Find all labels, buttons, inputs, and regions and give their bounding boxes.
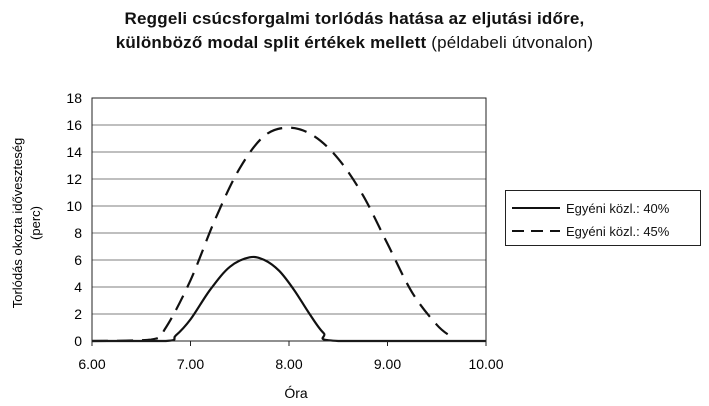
legend-label-40: Egyéni közl.: 40% — [566, 200, 670, 216]
legend-item-45: Egyéni közl.: 45% — [512, 221, 669, 241]
y-axis-label-line2: (perc) — [28, 206, 43, 240]
y-tick-label: 6 — [74, 252, 82, 268]
chart-title-line2: különböző modal split értékek mellett (p… — [0, 33, 709, 53]
y-tick-label: 14 — [66, 144, 82, 160]
chart-title-line1: Reggeli csúcsforgalmi torlódás hatása az… — [124, 9, 585, 28]
series-line-40 — [91, 255, 486, 343]
grid — [92, 97, 486, 342]
legend-item-40: Egyéni közl.: 40% — [512, 198, 669, 218]
y-axis-label: Torlódás okozta időveszteség (perc) — [10, 138, 43, 309]
x-tick-label: 6.00 — [78, 356, 105, 372]
y-tick-label: 18 — [66, 90, 82, 106]
x-axis-label: Óra — [284, 385, 308, 401]
y-axis-label-line1: Torlódás okozta időveszteség — [10, 138, 25, 309]
series-line-45 — [91, 126, 453, 343]
y-tick-label: 16 — [66, 117, 82, 133]
chart-title-line2-normal: (példabeli útvonalon) — [426, 33, 594, 52]
y-tick-label: 8 — [74, 225, 82, 241]
x-tick-label: 8.00 — [275, 356, 302, 372]
y-tick-label: 0 — [74, 333, 82, 349]
legend-solid-line — [512, 207, 560, 209]
y-tick-label: 12 — [66, 171, 82, 187]
x-tick-label: 10.00 — [468, 356, 503, 372]
legend: Egyéni közl.: 40% Egyéni közl.: 45% — [505, 190, 701, 246]
series-group — [91, 126, 486, 343]
chart-title-line2-bold: különböző modal split értékek mellett — [115, 33, 427, 52]
x-tick-label: 7.00 — [177, 356, 204, 372]
plot-area — [91, 97, 487, 342]
legend-label-45: Egyéni közl.: 45% — [566, 223, 670, 239]
y-tick-label: 10 — [66, 198, 82, 214]
y-axis-ticks: 0 2 4 6 8 10 12 14 16 18 — [66, 90, 82, 349]
y-tick-label: 4 — [74, 279, 82, 295]
y-tick-label: 2 — [74, 306, 82, 322]
x-axis-ticks: 6.00 7.00 8.00 9.00 10.00 — [78, 341, 504, 372]
x-tick-label: 9.00 — [374, 356, 401, 372]
legend-dashed-line — [512, 230, 560, 232]
